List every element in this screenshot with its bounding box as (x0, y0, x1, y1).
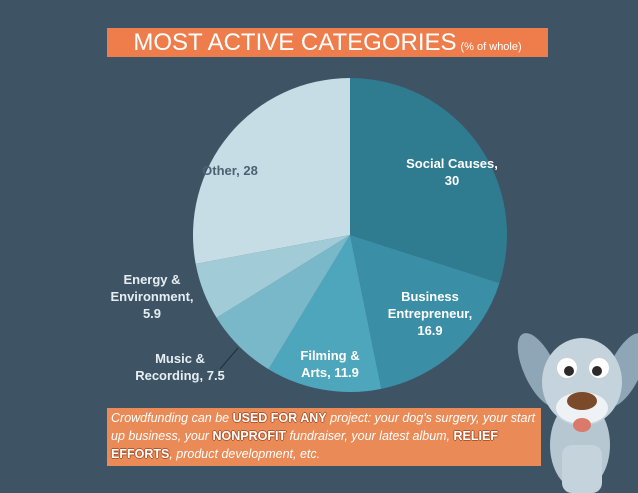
body-text: project: your dog's surgery, your start … (111, 411, 536, 443)
chart-subtitle: (% of whole) (460, 41, 522, 53)
callout-line (219, 347, 239, 370)
pie-slice (193, 78, 350, 264)
highlight-text: NONPROFIT (212, 429, 287, 443)
body-text: , product development, etc. (169, 447, 321, 461)
slice-label: Social Causes, 30 (406, 156, 498, 188)
body-text: Crowdfunding can be (111, 411, 233, 425)
slice-label: Filming & Arts, 11.9 (300, 348, 360, 380)
slice-label: Other, 28 (202, 163, 258, 178)
slice-label: Energy & Environment, 5.9 (110, 272, 194, 321)
pie-slice (195, 235, 350, 318)
pie-slice (350, 78, 507, 283)
slice-label: Business Entrepreneur, 16.9 (387, 289, 473, 338)
highlight-text: RELIEF EFFORTS (111, 429, 498, 461)
highlight-text: USED FOR ANY (232, 411, 327, 425)
dog-illustration (517, 333, 638, 493)
slice-label: Music & Recording, 7.5 (135, 351, 225, 383)
pie-slice (268, 235, 382, 392)
footer-text: Crowdfunding can be USED FOR ANY project… (107, 408, 541, 466)
body-text: fundraiser, your latest album, (286, 429, 454, 443)
title-banner: MOST ACTIVE CATEGORIES (% of whole) (107, 28, 548, 57)
pie-slice (350, 235, 500, 389)
pie-slice (216, 235, 350, 370)
chart-title: MOST ACTIVE CATEGORIES (133, 29, 457, 56)
